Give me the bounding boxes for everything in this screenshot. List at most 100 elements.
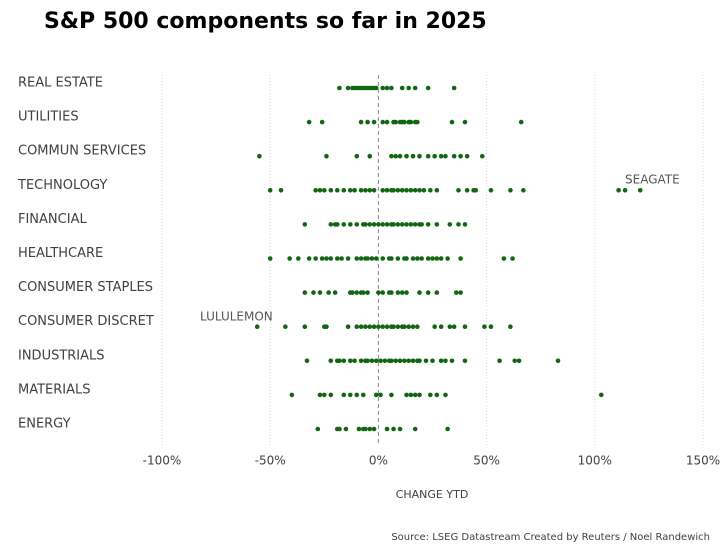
dot bbox=[389, 153, 394, 159]
dot bbox=[360, 290, 366, 295]
dot bbox=[458, 153, 463, 159]
dot bbox=[369, 358, 375, 364]
dot bbox=[358, 256, 364, 261]
dot bbox=[373, 85, 379, 91]
dot bbox=[382, 358, 388, 364]
dot bbox=[417, 188, 422, 193]
dot bbox=[417, 392, 422, 398]
dot bbox=[408, 392, 414, 398]
dot bbox=[438, 358, 444, 364]
dot bbox=[512, 358, 518, 364]
dot bbox=[380, 85, 386, 91]
dot bbox=[430, 256, 435, 261]
dot bbox=[434, 392, 440, 398]
dot bbox=[367, 324, 373, 330]
dot bbox=[334, 256, 340, 261]
dot bbox=[451, 85, 457, 91]
dot bbox=[389, 256, 394, 261]
dot bbox=[501, 256, 507, 261]
dot bbox=[380, 290, 386, 295]
dot bbox=[389, 85, 394, 91]
dot bbox=[488, 324, 494, 330]
dot bbox=[324, 324, 329, 330]
dot bbox=[328, 222, 334, 227]
dot bbox=[458, 290, 463, 295]
dot bbox=[402, 358, 407, 364]
dot bbox=[328, 358, 334, 364]
dot bbox=[302, 222, 308, 227]
dot bbox=[367, 222, 373, 227]
dot bbox=[287, 256, 292, 261]
dot bbox=[371, 426, 377, 432]
dot bbox=[397, 358, 403, 364]
dot bbox=[389, 358, 394, 364]
dot bbox=[267, 256, 273, 261]
dot bbox=[371, 222, 377, 227]
dot bbox=[352, 358, 357, 364]
category-label: REAL ESTATE bbox=[18, 76, 103, 91]
dot bbox=[456, 188, 461, 193]
category-label: HEALTHCARE bbox=[18, 246, 103, 261]
dot bbox=[456, 222, 461, 227]
dot bbox=[363, 324, 368, 330]
dot bbox=[412, 392, 418, 398]
dot bbox=[434, 222, 440, 227]
dot bbox=[354, 324, 360, 330]
dot bbox=[399, 188, 405, 193]
dot bbox=[393, 119, 399, 125]
dot bbox=[363, 426, 368, 432]
dot bbox=[302, 324, 308, 330]
dot bbox=[449, 119, 455, 125]
dot bbox=[404, 256, 409, 261]
x-tick-label: -100% bbox=[143, 454, 182, 468]
dot bbox=[434, 188, 440, 193]
dot bbox=[451, 324, 457, 330]
dot bbox=[345, 85, 351, 91]
dot bbox=[306, 256, 312, 261]
dot bbox=[391, 426, 396, 432]
category-label: UTILITIES bbox=[18, 110, 79, 125]
dot bbox=[322, 188, 327, 193]
dot bbox=[458, 256, 463, 261]
dot bbox=[302, 290, 308, 295]
dot bbox=[438, 153, 444, 159]
dot bbox=[430, 358, 435, 364]
dot bbox=[367, 426, 373, 432]
dot bbox=[365, 256, 370, 261]
dot bbox=[438, 324, 444, 330]
dot bbox=[410, 256, 416, 261]
dot bbox=[408, 222, 414, 227]
dot bbox=[354, 392, 360, 398]
dot bbox=[447, 324, 453, 330]
dot bbox=[315, 426, 321, 432]
dot bbox=[365, 290, 370, 295]
dot bbox=[406, 85, 411, 91]
dot bbox=[376, 324, 381, 330]
dot bbox=[410, 153, 416, 159]
dot bbox=[367, 188, 373, 193]
dot bbox=[399, 222, 405, 227]
category-label: COMMUN SERVICES bbox=[18, 144, 146, 159]
dot bbox=[328, 188, 334, 193]
dot bbox=[406, 324, 411, 330]
dot bbox=[516, 358, 522, 364]
dot bbox=[358, 358, 364, 364]
dot bbox=[421, 188, 427, 193]
x-tick-label: 0% bbox=[369, 454, 388, 468]
dot bbox=[322, 392, 327, 398]
dot bbox=[432, 324, 437, 330]
dot bbox=[449, 358, 455, 364]
dot bbox=[384, 119, 390, 125]
dot bbox=[391, 324, 396, 330]
dot bbox=[343, 426, 349, 432]
dot bbox=[510, 256, 515, 261]
dot bbox=[358, 188, 364, 193]
dot bbox=[404, 222, 409, 227]
dot bbox=[332, 290, 338, 295]
x-tick-label: -50% bbox=[255, 454, 286, 468]
dot bbox=[395, 324, 401, 330]
dot bbox=[334, 188, 340, 193]
dot bbox=[358, 324, 364, 330]
annotation: LULULEMON bbox=[200, 310, 273, 324]
